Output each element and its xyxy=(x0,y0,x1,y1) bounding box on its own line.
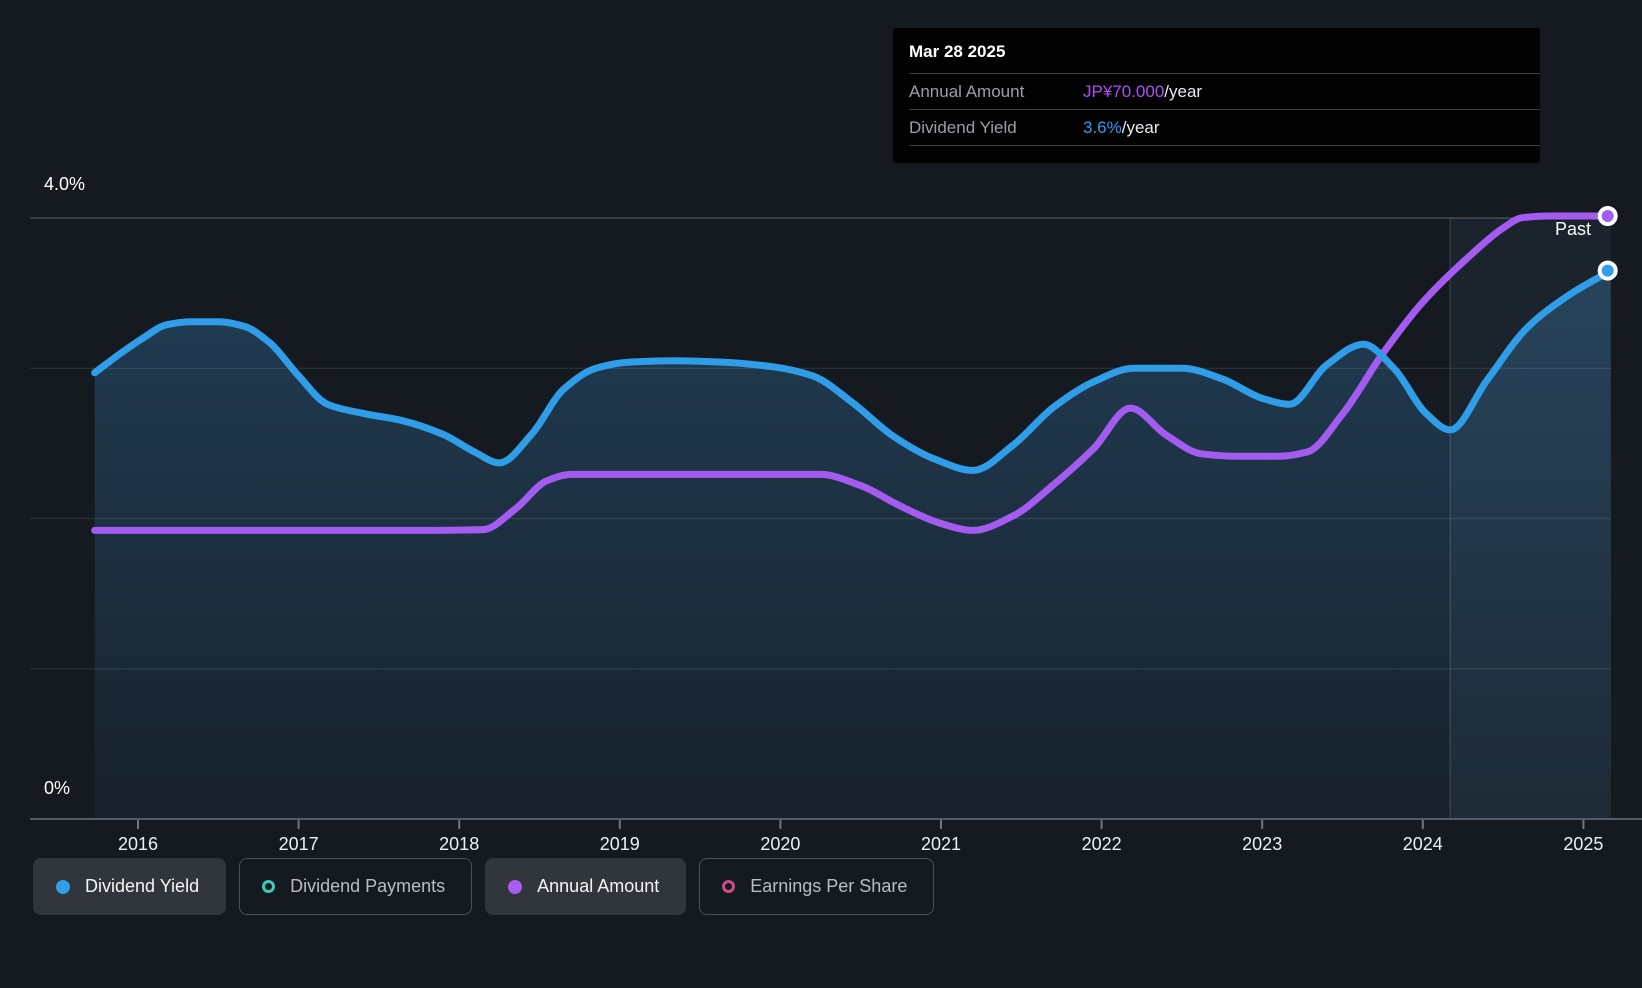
x-axis-label-2020: 2020 xyxy=(760,834,801,854)
yield-area-fill xyxy=(94,270,1612,820)
legend-button-dividend-payments[interactable]: Dividend Payments xyxy=(239,858,473,915)
past-label: Past xyxy=(1554,219,1592,239)
legend: Dividend Yield Dividend Payments Annual Am… xyxy=(33,858,935,915)
tooltip-row-dividend-yield: Dividend Yield 3.6%/year xyxy=(909,110,1540,146)
legend-dot-icon xyxy=(56,879,70,894)
tooltip-value: JP¥70.000 xyxy=(1083,82,1165,101)
legend-label: Dividend Yield xyxy=(85,876,200,896)
y-axis-top-label: 4.0% xyxy=(44,174,86,194)
y-axis-bottom-label: 0% xyxy=(44,778,71,798)
tooltip-label: Dividend Yield xyxy=(909,118,1017,137)
recent-period-highlight xyxy=(1450,218,1611,819)
legend-button-earnings-per-share[interactable]: Earnings Per Share xyxy=(699,858,935,915)
dividend-yield-end-marker xyxy=(1597,260,1618,281)
chart-tooltip: Mar 28 2025 Annual Amount JP¥70.000/year… xyxy=(893,28,1540,163)
x-axis-label-2023: 2023 xyxy=(1242,834,1283,854)
x-axis-label-2017: 2017 xyxy=(278,834,319,854)
legend-button-annual-amount[interactable]: Annual Amount xyxy=(485,858,687,915)
x-axis-label-2018: 2018 xyxy=(439,834,480,854)
legend-label: Annual Amount xyxy=(537,876,660,896)
tooltip-date: Mar 28 2025 xyxy=(909,28,1540,74)
tooltip-suffix: /year xyxy=(1121,118,1160,137)
x-axis-label-2021: 2021 xyxy=(920,834,962,854)
legend-ring-icon xyxy=(262,880,276,893)
tooltip-row-annual-amount: Annual Amount JP¥70.000/year xyxy=(909,74,1540,110)
legend-ring-icon xyxy=(722,880,736,893)
tooltip-suffix: /year xyxy=(1164,82,1203,101)
x-axis-label-2019: 2019 xyxy=(599,834,640,854)
x-axis-label-2022: 2022 xyxy=(1081,834,1122,854)
legend-label: Earnings Per Share xyxy=(750,876,908,896)
legend-label: Dividend Payments xyxy=(290,876,446,896)
legend-button-dividend-yield[interactable]: Dividend Yield xyxy=(33,858,227,915)
x-axis-label-2016: 2016 xyxy=(117,834,159,854)
x-axis-label-2025: 2025 xyxy=(1563,834,1604,854)
annual-amount-end-marker xyxy=(1597,206,1618,226)
dividend-yield-line xyxy=(91,267,1615,474)
tooltip-value: 3.6% xyxy=(1083,118,1122,137)
x-axis-label-2024: 2024 xyxy=(1402,834,1443,854)
annual-amount-line xyxy=(91,212,1615,534)
tooltip-label: Annual Amount xyxy=(909,82,1025,101)
legend-dot-icon xyxy=(508,879,523,894)
